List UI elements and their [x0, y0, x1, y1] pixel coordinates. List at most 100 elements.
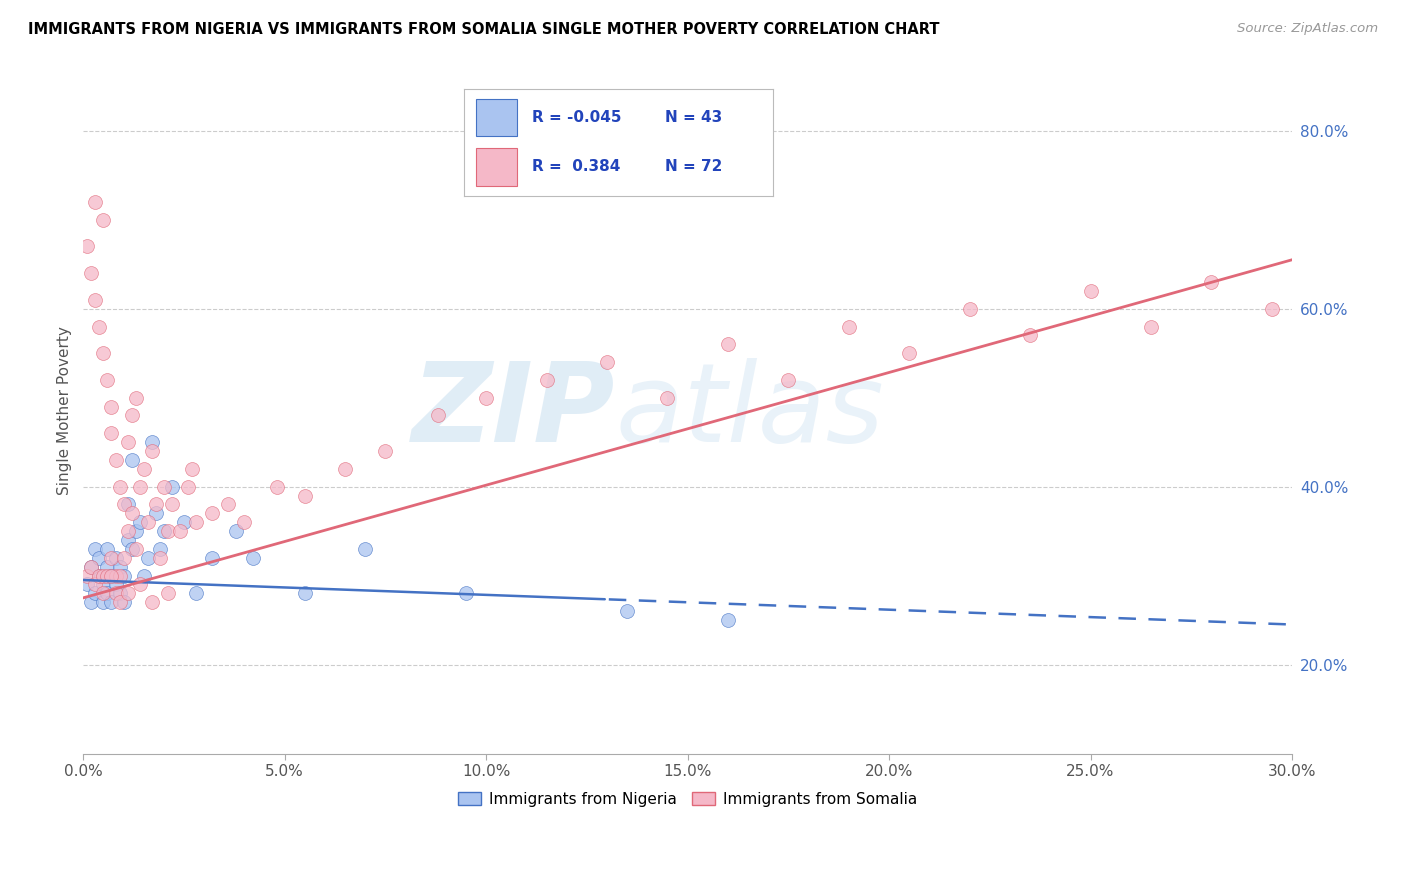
- Point: [117, 533, 139, 547]
- Point: [426, 409, 449, 423]
- Point: [242, 550, 264, 565]
- Point: [93, 577, 115, 591]
- Point: [454, 586, 477, 600]
- Point: [156, 586, 179, 600]
- Point: [335, 462, 357, 476]
- Point: [100, 426, 122, 441]
- Bar: [477, 148, 516, 186]
- Point: [100, 550, 122, 565]
- Point: [184, 515, 207, 529]
- Point: [132, 462, 155, 476]
- Point: [93, 212, 115, 227]
- Point: [76, 568, 98, 582]
- Point: [112, 595, 135, 609]
- Point: [201, 550, 224, 565]
- Point: [104, 577, 127, 591]
- Point: [1080, 284, 1102, 298]
- Point: [104, 453, 127, 467]
- Point: [657, 391, 679, 405]
- Point: [153, 524, 176, 538]
- Text: Source: ZipAtlas.com: Source: ZipAtlas.com: [1237, 22, 1378, 36]
- Point: [100, 595, 122, 609]
- Point: [89, 568, 111, 582]
- Point: [84, 194, 107, 209]
- Text: ZIP: ZIP: [412, 358, 614, 465]
- Point: [121, 506, 143, 520]
- Point: [149, 550, 172, 565]
- Point: [84, 586, 107, 600]
- Point: [93, 346, 115, 360]
- Point: [104, 568, 127, 582]
- Text: atlas: atlas: [614, 358, 884, 465]
- Point: [145, 506, 167, 520]
- Point: [838, 319, 860, 334]
- Point: [108, 595, 131, 609]
- Point: [160, 480, 183, 494]
- Point: [294, 489, 316, 503]
- Point: [169, 524, 191, 538]
- Point: [266, 480, 288, 494]
- Point: [80, 559, 103, 574]
- Point: [217, 497, 239, 511]
- Point: [108, 586, 131, 600]
- Text: IMMIGRANTS FROM NIGERIA VS IMMIGRANTS FROM SOMALIA SINGLE MOTHER POVERTY CORRELA: IMMIGRANTS FROM NIGERIA VS IMMIGRANTS FR…: [28, 22, 939, 37]
- Point: [1261, 301, 1284, 316]
- Point: [374, 444, 396, 458]
- Point: [76, 577, 98, 591]
- Point: [149, 541, 172, 556]
- Point: [84, 541, 107, 556]
- Point: [717, 337, 740, 351]
- Point: [117, 586, 139, 600]
- Point: [96, 541, 118, 556]
- Point: [121, 541, 143, 556]
- Point: [100, 568, 122, 582]
- Point: [112, 497, 135, 511]
- Point: [1201, 275, 1223, 289]
- Text: N = 72: N = 72: [665, 160, 723, 174]
- Point: [108, 559, 131, 574]
- Point: [112, 550, 135, 565]
- Point: [156, 524, 179, 538]
- Text: R =  0.384: R = 0.384: [531, 160, 620, 174]
- Point: [89, 550, 111, 565]
- Point: [717, 613, 740, 627]
- Point: [475, 391, 498, 405]
- Point: [181, 462, 204, 476]
- Point: [616, 604, 638, 618]
- Point: [117, 497, 139, 511]
- Point: [184, 586, 207, 600]
- Point: [80, 266, 103, 280]
- Text: N = 43: N = 43: [665, 110, 723, 125]
- Legend: Immigrants from Nigeria, Immigrants from Somalia: Immigrants from Nigeria, Immigrants from…: [451, 784, 925, 814]
- Point: [536, 373, 558, 387]
- Point: [100, 400, 122, 414]
- Y-axis label: Single Mother Poverty: Single Mother Poverty: [58, 326, 72, 495]
- Point: [959, 301, 981, 316]
- Point: [1140, 319, 1163, 334]
- Point: [128, 577, 150, 591]
- Point: [93, 586, 115, 600]
- Point: [201, 506, 224, 520]
- Point: [128, 515, 150, 529]
- Point: [136, 515, 159, 529]
- Point: [104, 550, 127, 565]
- Text: R = -0.045: R = -0.045: [531, 110, 621, 125]
- Point: [117, 435, 139, 450]
- Point: [80, 559, 103, 574]
- Point: [354, 541, 377, 556]
- Point: [233, 515, 256, 529]
- Point: [124, 541, 146, 556]
- Point: [173, 515, 195, 529]
- Point: [104, 586, 127, 600]
- Point: [898, 346, 921, 360]
- Point: [141, 444, 163, 458]
- Point: [294, 586, 316, 600]
- Point: [84, 577, 107, 591]
- Point: [124, 391, 146, 405]
- Point: [136, 550, 159, 565]
- Point: [145, 497, 167, 511]
- Point: [141, 595, 163, 609]
- Point: [128, 480, 150, 494]
- Point: [100, 568, 122, 582]
- Point: [96, 373, 118, 387]
